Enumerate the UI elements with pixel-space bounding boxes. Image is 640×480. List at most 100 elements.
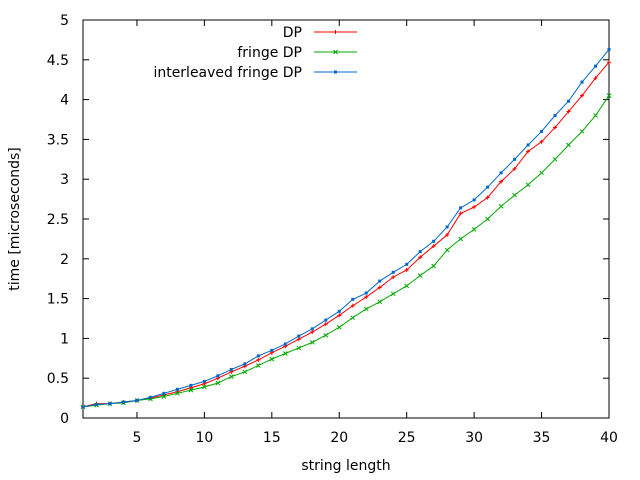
- data-point: [458, 211, 463, 216]
- y-tick-label: 0: [60, 411, 69, 427]
- data-point: [579, 129, 585, 134]
- data-point: [310, 330, 315, 335]
- data-point: [391, 270, 395, 274]
- data-point: [580, 93, 585, 98]
- data-point: [337, 313, 342, 318]
- y-tick-label: 2.5: [47, 212, 69, 228]
- y-axis-label: time [microseconds]: [7, 147, 23, 290]
- data-point: [418, 255, 423, 260]
- x-tick-label: 30: [465, 430, 483, 446]
- data-point: [351, 297, 355, 301]
- legend-marker: [333, 30, 338, 34]
- x-tick-label: 20: [330, 430, 348, 446]
- data-point: [498, 203, 504, 209]
- y-tick-label: 3.5: [47, 132, 69, 148]
- data-point: [309, 340, 315, 345]
- series-2: [81, 47, 611, 409]
- data-point: [540, 129, 544, 133]
- x-tick-label: 10: [195, 430, 213, 446]
- data-point: [432, 239, 436, 243]
- y-tick-label: 1: [60, 331, 69, 347]
- data-point: [108, 402, 112, 406]
- data-point: [323, 332, 329, 338]
- data-point: [256, 354, 260, 358]
- data-point: [215, 380, 221, 386]
- data-point: [148, 395, 152, 399]
- data-point: [499, 171, 503, 175]
- data-point: [607, 60, 611, 65]
- data-point: [566, 142, 571, 148]
- data-point: [282, 351, 288, 356]
- y-tick-label: 0.5: [47, 371, 69, 387]
- x-axis: 5 10 15 20 25 30 35 40: [132, 20, 618, 446]
- data-point: [594, 64, 598, 68]
- data-point: [539, 139, 544, 144]
- x-tick-label: 35: [533, 430, 551, 446]
- series-0: [81, 60, 611, 409]
- data-point: [513, 157, 517, 161]
- data-point: [161, 394, 167, 399]
- data-point: [485, 216, 490, 222]
- data-point: [458, 236, 463, 242]
- data-point: [606, 93, 612, 98]
- data-point: [593, 76, 598, 81]
- data-point: [431, 263, 437, 269]
- data-point: [350, 315, 356, 321]
- legend-marker: [333, 49, 338, 55]
- data-point: [512, 192, 517, 198]
- data-point: [431, 244, 436, 249]
- data-point: [270, 348, 274, 352]
- data-point: [229, 367, 233, 371]
- data-point: [242, 369, 248, 375]
- data-point: [296, 337, 301, 342]
- data-point: [418, 250, 422, 254]
- x-tick-label: 40: [600, 430, 618, 446]
- y-tick-label: 2: [60, 252, 69, 268]
- data-point: [188, 387, 194, 393]
- data-point: [607, 47, 611, 51]
- data-point: [337, 309, 341, 313]
- data-point: [175, 390, 180, 396]
- y-tick-label: 4: [60, 93, 69, 109]
- series-line: [82, 49, 610, 408]
- data-point: [377, 299, 383, 305]
- data-point: [243, 362, 247, 366]
- data-point: [405, 262, 409, 266]
- y-axis: 0 0.5 1 1.5 2 2.5 3 3.5 4 4.5 5: [47, 13, 609, 427]
- data-point: [526, 143, 530, 147]
- data-point: [499, 179, 504, 184]
- series-line: [82, 61, 610, 408]
- y-tick-label: 3: [60, 172, 69, 188]
- y-tick-label: 4.5: [47, 53, 69, 69]
- data-point: [296, 345, 302, 351]
- data-point: [229, 374, 234, 379]
- legend-label: DP: [283, 25, 302, 41]
- data-point: [336, 324, 342, 330]
- data-point: [485, 195, 490, 200]
- data-point: [94, 402, 98, 406]
- x-axis-label: string length: [301, 458, 390, 474]
- x-tick-label: 25: [398, 430, 416, 446]
- data-point: [580, 80, 584, 84]
- data-point: [323, 322, 328, 327]
- data-point: [310, 327, 314, 331]
- y-tick-label: 5: [60, 13, 69, 29]
- data-point: [390, 291, 396, 297]
- y-tick-label: 1.5: [47, 292, 69, 308]
- data-point: [256, 357, 261, 362]
- data-point: [189, 383, 193, 387]
- data-point: [472, 198, 476, 202]
- data-point: [377, 285, 382, 290]
- data-point: [391, 275, 396, 280]
- data-point: [552, 156, 558, 162]
- data-point: [175, 387, 179, 391]
- data-point: [283, 342, 287, 346]
- data-point: [324, 318, 328, 322]
- data-point: [553, 125, 558, 130]
- data-point: [378, 279, 382, 283]
- data-point: [364, 291, 368, 295]
- data-point: [459, 206, 463, 210]
- series-line: [82, 95, 610, 408]
- legend-label: interleaved fringe DP: [153, 65, 302, 81]
- legend: DP fringe DP interleaved fringe DP: [153, 25, 357, 81]
